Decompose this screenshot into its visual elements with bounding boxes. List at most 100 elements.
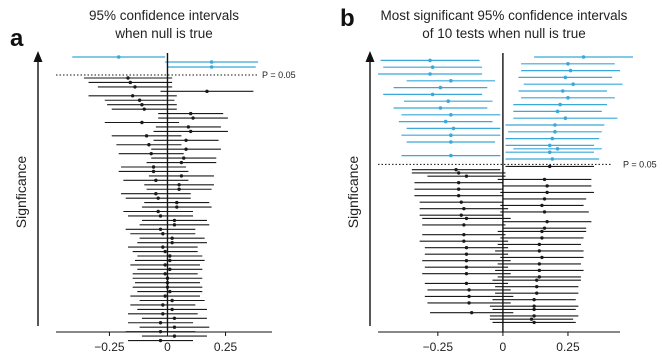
nonsignificant-point: [462, 223, 466, 227]
nonsignificant-point: [163, 263, 167, 267]
panel-a-threshold-label: P = 0.05: [262, 70, 296, 80]
nonsignificant-point: [464, 265, 469, 269]
nonsignificant-point: [464, 258, 469, 263]
x-tick-label: 0: [500, 340, 507, 354]
nonsignificant-point: [158, 321, 163, 325]
nonsignificant-point: [459, 200, 463, 204]
significant-point: [550, 157, 555, 161]
nonsignificant-point: [537, 275, 542, 279]
nonsignificant-point: [179, 160, 184, 165]
nonsignificant-point: [163, 249, 167, 254]
nonsignificant-point: [158, 214, 163, 218]
nonsignificant-point: [186, 125, 191, 129]
nonsignificant-point: [172, 223, 177, 227]
nonsignificant-point: [459, 213, 463, 217]
nonsignificant-point: [532, 304, 536, 308]
nonsignificant-point: [156, 196, 160, 200]
nonsignificant-point: [133, 85, 137, 89]
nonsignificant-point: [467, 288, 471, 292]
x-tick-label: 0: [164, 340, 171, 354]
significant-point: [571, 82, 575, 86]
nonsignificant-point: [172, 334, 177, 338]
nonsignificant-point: [158, 329, 163, 334]
significant-point: [449, 153, 453, 158]
nonsignificant-point: [151, 169, 156, 174]
panel-a-x-ticks: −0.25 0 0.25: [94, 332, 238, 354]
nonsignificant-point: [130, 94, 135, 98]
significant-point: [547, 143, 552, 148]
nonsignificant-point: [535, 278, 539, 282]
nonsignificant-point: [535, 291, 539, 295]
significant-point: [428, 72, 432, 76]
nonsignificant-point: [163, 272, 167, 276]
nonsignificant-point: [548, 164, 552, 169]
nonsignificant-point: [170, 236, 174, 240]
nonsignificant-point: [158, 227, 163, 231]
nonsignificant-point: [149, 151, 153, 156]
nonsignificant-point: [161, 312, 165, 316]
significant-point: [563, 75, 568, 80]
significant-point: [568, 68, 573, 73]
nonsignificant-point: [467, 294, 471, 299]
nonsignificant-point: [542, 197, 547, 201]
significant-point: [430, 65, 435, 69]
nonsignificant-point: [542, 210, 547, 214]
nonsignificant-point: [535, 284, 539, 289]
nonsignificant-point: [456, 187, 461, 191]
panel-a-y-axis-label: Signficance: [13, 156, 29, 229]
nonsignificant-point: [464, 252, 469, 256]
nonsignificant-point: [467, 301, 471, 305]
nonsignificant-point: [179, 174, 184, 178]
nonsignificant-point: [540, 255, 544, 260]
nonsignificant-point: [177, 187, 181, 191]
panel-b-title-line1: Most significant 95% confidence interval…: [381, 8, 628, 23]
nonsignificant-point: [168, 289, 172, 294]
nonsignificant-point: [464, 245, 469, 250]
significant-point: [563, 116, 568, 120]
nonsignificant-point: [462, 239, 466, 243]
panel-b-title-line2: of 10 tests when null is true: [422, 26, 586, 41]
significant-point: [553, 130, 557, 134]
nonsignificant-point: [540, 229, 544, 234]
nonsignificant-point: [189, 129, 193, 134]
significant-point: [449, 113, 453, 117]
nonsignificant-point: [184, 138, 188, 142]
significant-point: [116, 55, 121, 59]
significant-point: [446, 99, 451, 103]
panel-a: a 95% confidence intervals when null is …: [10, 8, 296, 354]
nonsignificant-point: [529, 317, 534, 321]
nonsignificant-point: [464, 281, 469, 286]
significant-point: [209, 65, 214, 69]
significant-point: [550, 136, 555, 141]
significant-point: [209, 60, 214, 64]
nonsignificant-point: [191, 116, 195, 120]
nonsignificant-point: [175, 200, 179, 205]
significant-point: [449, 140, 453, 144]
nonsignificant-point: [537, 242, 542, 247]
nonsignificant-point: [126, 76, 130, 80]
nonsignificant-point: [170, 298, 174, 303]
nonsignificant-point: [537, 268, 542, 273]
nonsignificant-point: [205, 89, 209, 94]
nonsignificant-point: [540, 236, 544, 240]
nonsignificant-point: [158, 338, 163, 343]
nonsignificant-point: [163, 294, 167, 298]
nonsignificant-point: [462, 206, 466, 211]
nonsignificant-point: [161, 303, 165, 307]
panel-a-title-line1: 95% confidence intervals: [89, 8, 239, 23]
nonsignificant-point: [540, 203, 544, 208]
nonsignificant-point: [456, 171, 461, 175]
nonsignificant-point: [545, 190, 549, 195]
nonsignificant-point: [542, 177, 547, 182]
nonsignificant-point: [456, 193, 461, 198]
nonsignificant-point: [128, 80, 133, 85]
nonsignificant-point: [464, 216, 469, 221]
nonsignificant-point: [140, 103, 144, 107]
nonsignificant-point: [182, 156, 186, 160]
significant-point: [428, 58, 432, 63]
significant-point: [438, 85, 443, 90]
nonsignificant-point: [154, 192, 158, 196]
x-tick-label: −0.25: [94, 340, 125, 354]
nonsignificant-point: [462, 232, 466, 237]
